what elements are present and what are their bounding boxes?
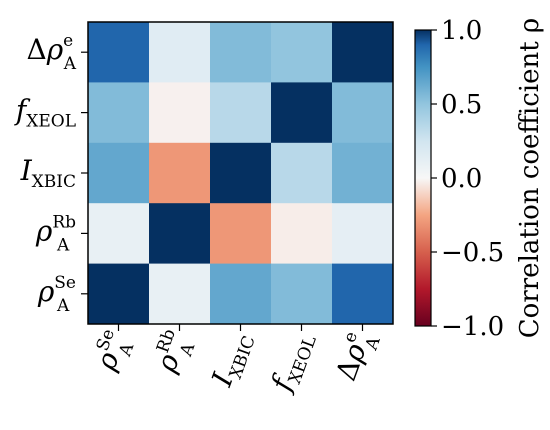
row-label-3: ρRb A — [35, 212, 76, 255]
heatmap-cell-r1-c1 — [149, 82, 211, 144]
heatmap-cell-r0-c3 — [271, 22, 333, 83]
heatmap-cell-r0-c4 — [332, 22, 394, 83]
heatmap-cell-r2-c3 — [271, 142, 333, 204]
column-label-2: IXBIC — [205, 327, 260, 393]
heatmap-cell-r3-c4 — [332, 203, 394, 265]
heatmap-cell-r4-c0 — [88, 263, 150, 325]
colorbar-tick-label: 1.0 — [441, 16, 482, 46]
column-label-3: fXEOL — [264, 327, 321, 398]
colorbar-tick-label: 0.5 — [441, 90, 482, 120]
heatmap-cell-r3-c2 — [210, 203, 272, 265]
heatmap-cell-r0-c1 — [149, 22, 211, 83]
heatmap-cell-r0-c0 — [88, 22, 150, 83]
heatmap-cell-r2-c2 — [210, 142, 272, 204]
column-label-4: ΔρeA — [327, 326, 385, 388]
heatmap-cell-r4-c2 — [210, 263, 272, 325]
row-label-0: Δρe A — [26, 31, 76, 74]
heatmap-cell-r3-c3 — [271, 203, 333, 265]
heatmap-cell-r4-c1 — [149, 263, 211, 325]
column-label-1: ρRbA — [147, 326, 202, 379]
heatmap-cell-r4-c4 — [332, 263, 394, 325]
heatmap-cell-r2-c4 — [332, 142, 394, 204]
heatmap-cell-r0-c2 — [210, 22, 272, 83]
heatmap-cells — [88, 22, 394, 325]
column-label-0: ρSeA — [87, 326, 141, 378]
row-label-4: ρSe A — [37, 273, 76, 316]
heatmap-cell-r2-c1 — [149, 142, 211, 204]
row-tick-group: Δρe A fXEOL IXBIC ρRb A ρSe A — [14, 31, 88, 316]
colorbar-label: Correlation coefficient ρ — [515, 18, 545, 338]
heatmap-cell-r1-c2 — [210, 82, 272, 144]
row-label-1: fXEOL — [14, 94, 76, 132]
heatmap-cell-r3-c0 — [88, 203, 150, 265]
heatmap-cell-r3-c1 — [149, 203, 211, 265]
row-label-2: IXBIC — [20, 154, 76, 192]
heatmap-cell-r2-c0 — [88, 142, 150, 204]
colorbar — [414, 29, 432, 327]
colorbar-tick-group: 1.0 0.5 0.0 −0.5 −1.0 — [431, 16, 504, 342]
heatmap-cell-r1-c3 — [271, 82, 333, 144]
heatmap-cell-r4-c3 — [271, 263, 333, 325]
colorbar-tick-label: −0.5 — [441, 238, 504, 268]
heatmap-cell-r1-c0 — [88, 82, 150, 144]
heatmap-cell-r1-c4 — [332, 82, 394, 144]
colorbar-tick-label: −1.0 — [441, 312, 504, 342]
colorbar-tick-label: 0.0 — [441, 164, 482, 194]
